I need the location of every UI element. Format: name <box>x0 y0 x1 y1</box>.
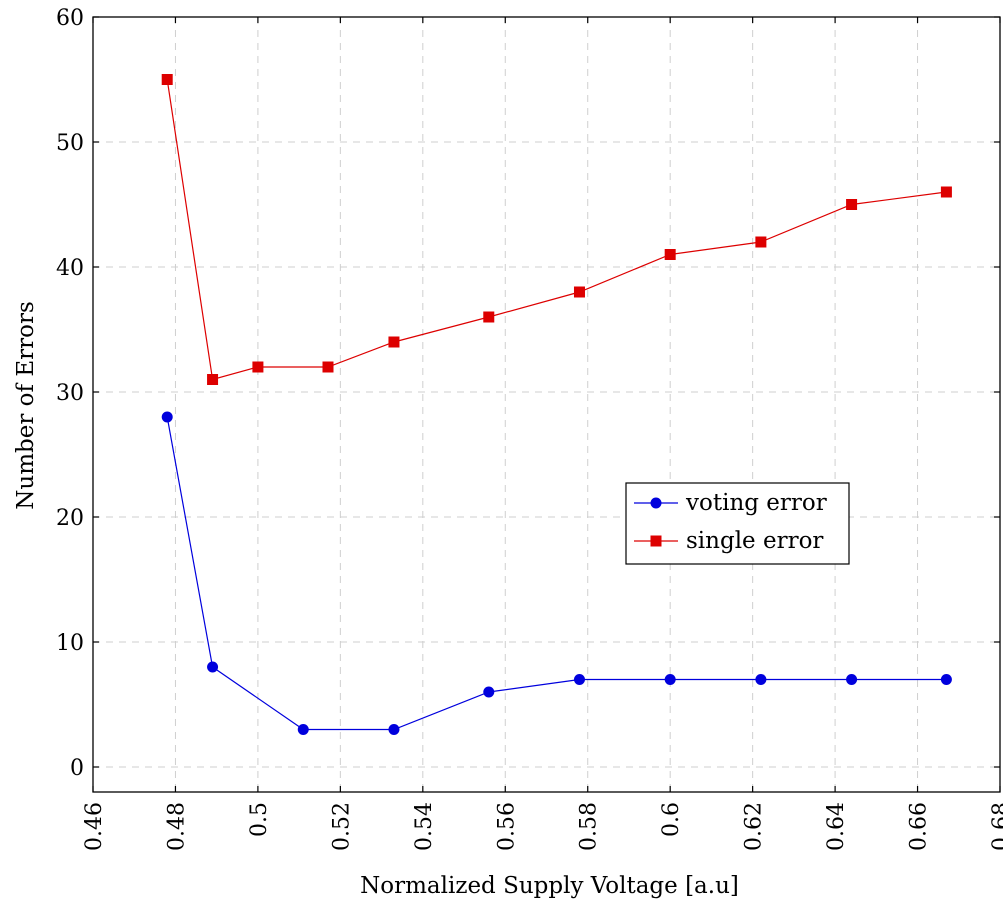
data-point <box>846 199 858 210</box>
x-tick-label: 0.5 <box>247 802 272 837</box>
y-tick-label: 50 <box>56 131 84 156</box>
x-tick-label: 0.52 <box>329 802 354 851</box>
data-point <box>207 661 219 673</box>
x-axis-label: Normalized Supply Voltage [a.u] <box>360 873 739 899</box>
series-group <box>161 74 952 735</box>
y-tick-label: 30 <box>56 381 84 406</box>
legend-label: voting error <box>685 490 827 516</box>
data-point <box>755 236 767 248</box>
legend-entry: voting error <box>634 490 827 516</box>
y-tick-label: 40 <box>56 256 84 281</box>
data-point <box>664 674 676 685</box>
data-point <box>388 724 400 735</box>
y-tick-label: 20 <box>56 506 84 531</box>
data-point <box>322 361 334 373</box>
data-point <box>573 674 585 685</box>
series-line <box>166 79 947 381</box>
y-axis-label: Number of Errors <box>13 301 39 509</box>
data-point <box>573 286 585 298</box>
data-point <box>483 311 495 323</box>
legend-marker <box>650 535 662 547</box>
data-point <box>846 674 858 685</box>
x-tick-label: 0.6 <box>659 802 684 837</box>
x-tick-label: 0.54 <box>412 802 437 851</box>
x-tick-label: 0.62 <box>742 802 767 851</box>
data-point <box>940 674 952 685</box>
x-tick-label: 0.64 <box>824 802 849 851</box>
data-point <box>297 724 309 735</box>
axis-ticks: 0.46 0.48 0.5 0.52 0.54 0.56 0.58 0.6 0.62 0.64 0.… <box>56 6 1003 851</box>
grid <box>92 16 1001 792</box>
x-tick-label: 0.66 <box>907 802 932 851</box>
series-line <box>166 416 947 731</box>
data-point <box>755 674 767 685</box>
data-point <box>940 186 952 198</box>
plot-frame <box>92 16 1001 793</box>
legend-entry: single error <box>634 528 823 554</box>
legend-box <box>625 482 850 565</box>
data-point <box>207 374 219 385</box>
x-tick-label: 0.58 <box>577 802 602 851</box>
data-point <box>161 74 173 85</box>
x-tick-label: 0.48 <box>164 802 189 851</box>
legend-label: single error <box>686 528 823 554</box>
data-point <box>161 411 173 423</box>
data-point <box>252 361 264 373</box>
x-tick-label: 0.46 <box>82 802 107 851</box>
legend: voting error single error <box>625 482 850 565</box>
data-point <box>664 249 676 260</box>
y-tick-label: 60 <box>56 6 84 31</box>
x-tick-label: 0.68 <box>989 802 1003 851</box>
y-tick-label: 0 <box>70 756 84 781</box>
series-single-error <box>161 74 952 385</box>
legend-marker <box>650 497 662 509</box>
y-tick-label: 10 <box>56 631 84 656</box>
data-point <box>388 336 400 348</box>
data-point <box>483 686 495 698</box>
x-tick-label: 0.56 <box>494 802 519 851</box>
series-voting-error <box>161 411 952 735</box>
